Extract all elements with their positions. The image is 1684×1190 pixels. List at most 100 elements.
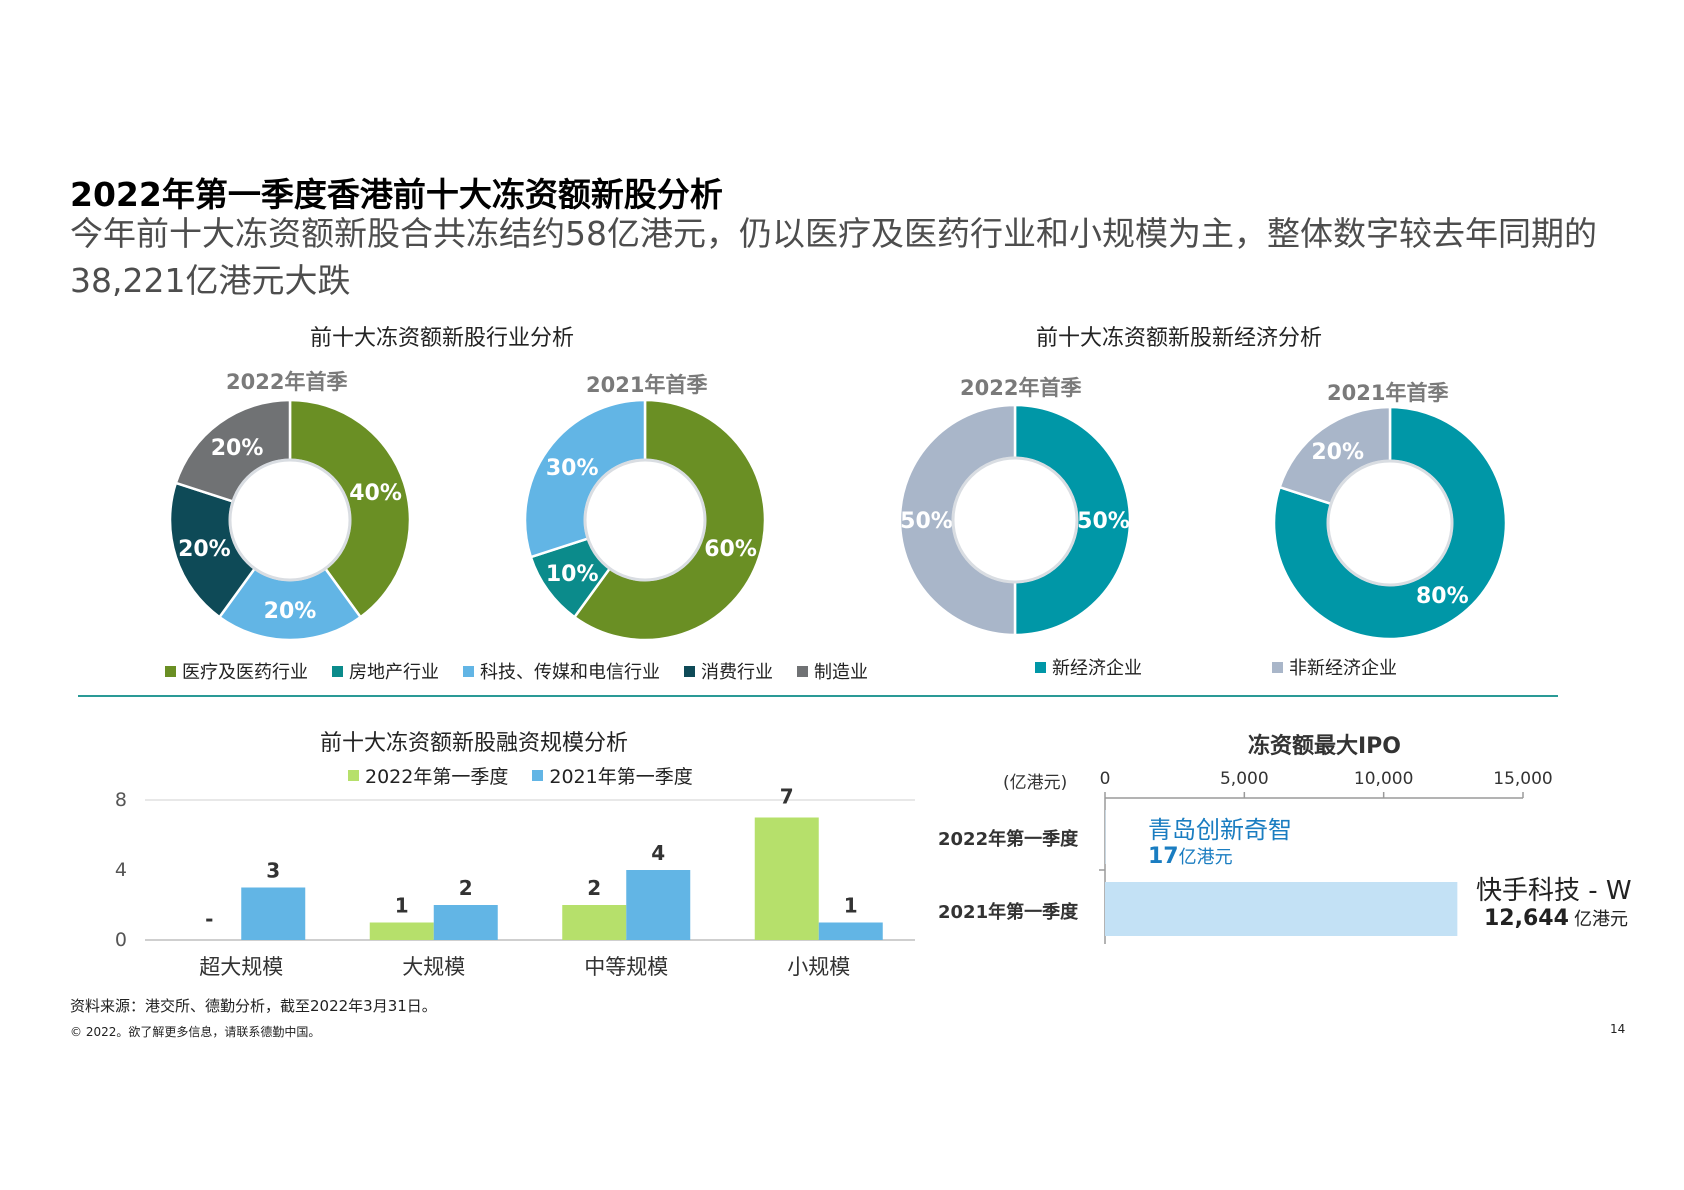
ipo-amount-2021: 12,644 (1484, 906, 1569, 931)
ipo-heading: 冻资额最大IPO (1248, 734, 1402, 759)
scale-legend: 2022年第一季度 2021年第一季度 (348, 762, 693, 789)
ipo-bar (1105, 882, 1458, 936)
bar (626, 870, 691, 940)
ipo-row-label-2022: 2022年第一季度 (938, 829, 1079, 850)
x-tick-label: 10,000 (1354, 769, 1413, 789)
ipo-row-label-2021: 2021年第一季度 (938, 902, 1079, 923)
legend-label: 科技、传媒和电信行业 (480, 662, 660, 683)
bar (754, 817, 819, 940)
y-tick-label: 4 (115, 859, 127, 881)
page-subtitle: 今年前十大冻资额新股合共冻结约58亿港元，仍以医疗及医药行业和小规模为主，整体数… (70, 214, 1597, 300)
donut-value-label: 60% (704, 537, 757, 562)
donut-industry-2022: 40% 20% 20% 20% (168, 398, 412, 642)
scale-heading: 前十大冻资额新股融资规模分析 (320, 731, 629, 756)
bar (562, 905, 627, 940)
legend-item-consumer: 消费行业 (684, 658, 773, 684)
donut-economy-2021: 80% 20% (1272, 405, 1508, 641)
economy-heading: 前十大冻资额新股新经济分析 (1036, 326, 1323, 351)
legend-swatch (532, 770, 544, 781)
bar (433, 905, 498, 940)
y-tick-label: 0 (115, 929, 127, 951)
donut-industry-2021: 60% 10% 30% (523, 398, 767, 642)
ipo-bar-chart: 0 5,000 10,000 15,000 (1099, 769, 1553, 944)
legend-swatch (1035, 661, 1046, 673)
donut-value-label: 50% (1077, 509, 1130, 534)
donut-value-label: 50% (900, 509, 953, 534)
page-title: 2022年第一季度香港前十大冻资额新股分析 (70, 175, 723, 214)
bar-value-label: 4 (651, 841, 665, 865)
industry-heading: 前十大冻资额新股行业分析 (310, 326, 575, 351)
ipo-unit-2021: 亿港元 (1574, 909, 1628, 930)
donut-value-label: 20% (211, 436, 264, 461)
legend-label: 医疗及医药行业 (182, 662, 308, 683)
bar-value-label: 1 (395, 894, 409, 918)
legend-swatch (797, 665, 808, 677)
ipo-bar (1105, 810, 1106, 864)
x-tick-label: 0 (1100, 769, 1111, 789)
legend-swatch (165, 665, 176, 677)
page-number: 14 (1610, 1022, 1626, 1036)
economy-legend: 新经济企业 非新经济企业 (1035, 654, 1397, 680)
x-tick-label: 5,000 (1220, 769, 1269, 789)
x-tick-label: 15,000 (1493, 769, 1552, 789)
bar-value-label: 7 (780, 785, 794, 809)
bar-value-label: 2 (587, 876, 601, 900)
donut-value-label: 20% (264, 599, 317, 624)
bar (241, 887, 306, 940)
ipo-company-2022: 青岛创新奇智 (1148, 816, 1292, 844)
y-tick-label: 8 (115, 789, 127, 811)
donut-value-label: 20% (178, 537, 231, 562)
legend-item-realestate: 房地产行业 (332, 658, 439, 684)
legend-swatch (684, 665, 695, 677)
donut-value-label: 30% (546, 456, 599, 481)
x-category-label: 大规模 (402, 955, 465, 979)
donut-economy-2022: 50% 50% (898, 403, 1132, 637)
scale-bar-chart: 0 4 8 - 3 超大规模 1 2 大规模 2 4 中等规模 7 1 小规模 (115, 785, 915, 979)
bar-value-label: 3 (266, 859, 280, 883)
x-category-label: 中等规模 (584, 955, 668, 979)
legend-item-healthcare: 医疗及医药行业 (165, 658, 308, 684)
bar-value-label: 2 (459, 876, 473, 900)
legend-item-manufacturing: 制造业 (797, 658, 868, 684)
legend-label: 制造业 (814, 662, 868, 683)
legend-swatch (332, 665, 343, 677)
donut-value-label: 20% (1311, 440, 1364, 465)
ipo-amount-2022: 17 (1148, 844, 1179, 869)
bar-value-label: 1 (844, 894, 858, 918)
donut-inner-ring (583, 458, 707, 582)
ipo-unit-label: (亿港元) (1003, 773, 1068, 793)
legend-swatch (348, 770, 359, 781)
source-note: 资料来源：港交所、德勤分析，截至2022年3月31日。 (70, 997, 437, 1015)
donut1-title: 2022年首季 (226, 370, 348, 394)
bar (369, 922, 434, 940)
legend-item-2022: 2022年第一季度 (348, 762, 508, 789)
legend-item-2021: 2021年第一季度 (532, 762, 693, 789)
donut-value-label: 80% (1416, 584, 1469, 609)
donut4-title: 2021年首季 (1327, 381, 1449, 405)
legend-label: 2021年第一季度 (549, 766, 693, 788)
bar (818, 922, 883, 940)
legend-label: 消费行业 (701, 662, 773, 683)
legend-swatch (1272, 661, 1283, 673)
legend-label: 非新经济企业 (1289, 658, 1397, 679)
donut-value-label: 40% (349, 481, 402, 506)
legend-item-non-new-economy: 非新经济企业 (1272, 654, 1397, 680)
legend-swatch (463, 665, 474, 677)
x-category-label: 超大规模 (199, 955, 283, 979)
bar-value-label: - (205, 907, 213, 931)
donut-inner-ring (951, 456, 1079, 584)
legend-item-tech: 科技、传媒和电信行业 (463, 658, 660, 684)
copyright-note: © 2022。欲了解更多信息，请联系德勤中国。 (70, 1025, 321, 1039)
ipo-unit-2022: 亿港元 (1178, 847, 1233, 868)
industry-legend: 医疗及医药行业 房地产行业 科技、传媒和电信行业 消费行业 制造业 (165, 658, 868, 684)
legend-label: 2022年第一季度 (365, 766, 509, 788)
donut-inner-ring (1326, 459, 1454, 587)
donut3-title: 2022年首季 (960, 376, 1082, 400)
ipo-company-2021: 快手科技 - W (1476, 876, 1632, 906)
donut2-title: 2021年首季 (586, 373, 708, 397)
section-divider (78, 695, 1558, 697)
donut-value-label: 10% (546, 562, 599, 587)
x-category-label: 小规模 (787, 955, 850, 979)
ipo-amount-2022-group: 17亿港元 (1148, 843, 1233, 869)
legend-label: 房地产行业 (349, 662, 439, 683)
